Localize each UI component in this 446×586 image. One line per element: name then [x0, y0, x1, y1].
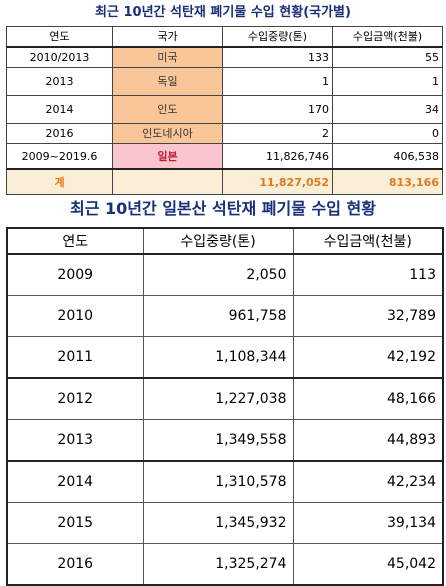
cell-country-japan: 일본: [112, 143, 223, 170]
table-row: 2014 1,310,578 42,234: [6, 460, 444, 503]
cell-country: 미국: [112, 46, 223, 68]
cell-weight: 1,227,038: [142, 377, 294, 420]
cell-weight: 1,108,344: [142, 336, 294, 379]
cell-amount: 0: [332, 123, 443, 144]
cell-weight: 1,310,578: [142, 460, 294, 503]
table-row: 2009~2019.6 일본 11,826,746 406,538: [6, 143, 443, 170]
cell-amount: 34: [332, 95, 443, 124]
cell-year: 2016: [6, 123, 113, 144]
table-row: 2015 1,345,932 39,134: [6, 502, 444, 544]
cell-amount: 1: [332, 67, 443, 96]
cell-year: 2009~2019.6: [6, 143, 113, 170]
cell-year: 2010/2013: [6, 46, 113, 68]
cell-year: 2015: [6, 502, 144, 544]
cell-weight: 961,758: [142, 295, 294, 337]
cell-amount: 44,893: [292, 419, 444, 462]
cell-amount: 39,134: [292, 502, 444, 544]
japan-import-table: 연도 수입중량(톤) 수입금액(천불) 2009 2,050 113 2010 …: [6, 227, 444, 586]
header-weight: 수입중량(톤): [142, 227, 294, 255]
cell-weight: 1,349,558: [142, 419, 294, 462]
table2-title: 최근 10년간 일본산 석탄재 폐기물 수입 현황: [70, 199, 376, 218]
table-row: 2009 2,050 113: [6, 253, 444, 296]
cell-amount: 32,789: [292, 295, 444, 337]
cell-year: 2012: [6, 377, 144, 420]
table-header-row: 연도 수입중량(톤) 수입금액(천불): [6, 227, 444, 255]
total-weight: 11,827,052: [222, 168, 333, 195]
cell-amount: 113: [292, 253, 444, 296]
table-row: 2013 독일 1 1: [6, 67, 443, 96]
cell-weight: 2: [222, 123, 333, 144]
cell-country: 인도네시아: [112, 123, 223, 144]
cell-year: 2013: [6, 419, 144, 462]
total-label: 계: [6, 168, 113, 195]
table-row: 2011 1,108,344 42,192: [6, 336, 444, 379]
cell-weight: 1,325,274: [142, 543, 294, 586]
cell-weight: 133: [222, 46, 333, 68]
cell-weight: 11,826,746: [222, 143, 333, 170]
total-empty-cell: [112, 168, 223, 195]
header-amount: 수입금액(천불): [332, 26, 443, 48]
cell-weight: 2,050: [142, 253, 294, 296]
header-country: 국가: [112, 26, 223, 48]
table1-title: 최근 10년간 석탄재 폐기물 수입 현황(국가별): [95, 5, 351, 20]
cell-year: 2010: [6, 295, 144, 337]
country-import-table: 연도 국가 수입중량(톤) 수입금액(천불) 2010/2013 미국 133 …: [6, 26, 443, 195]
table-row: 2014 인도 170 34: [6, 95, 443, 124]
cell-year: 2014: [6, 460, 144, 503]
cell-year: 2016: [6, 543, 144, 586]
header-year: 연도: [6, 227, 144, 255]
table-row: 2013 1,349,558 44,893: [6, 419, 444, 462]
cell-weight: 1: [222, 67, 333, 96]
cell-year: 2011: [6, 336, 144, 379]
cell-weight: 1,345,932: [142, 502, 294, 544]
table-row: 2010 961,758 32,789: [6, 295, 444, 337]
cell-amount: 42,234: [292, 460, 444, 503]
table-row: 2016 인도네시아 2 0: [6, 123, 443, 144]
cell-amount: 406,538: [332, 143, 443, 170]
cell-year: 2013: [6, 67, 113, 96]
header-amount: 수입금액(천불): [292, 227, 444, 255]
cell-weight: 170: [222, 95, 333, 124]
cell-country: 독일: [112, 67, 223, 96]
cell-year: 2014: [6, 95, 113, 124]
cell-amount: 48,166: [292, 377, 444, 420]
total-row: 계 11,827,052 813,166: [6, 168, 443, 195]
header-weight: 수입중량(톤): [222, 26, 333, 48]
cell-year: 2009: [6, 253, 144, 296]
cell-amount: 42,192: [292, 336, 444, 379]
table-row: 2016 1,325,274 45,042: [6, 543, 444, 586]
cell-country: 인도: [112, 95, 223, 124]
header-year: 연도: [6, 26, 113, 48]
cell-amount: 45,042: [292, 543, 444, 586]
total-amount: 813,166: [332, 168, 443, 195]
table-row: 2010/2013 미국 133 55: [6, 46, 443, 68]
table-header-row: 연도 국가 수입중량(톤) 수입금액(천불): [6, 26, 443, 48]
cell-amount: 55: [332, 46, 443, 68]
table-row: 2012 1,227,038 48,166: [6, 377, 444, 420]
